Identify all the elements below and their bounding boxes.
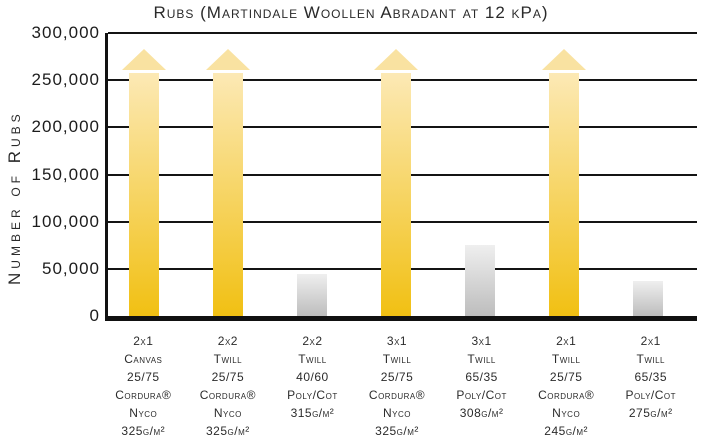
category-label-line: Cordura® xyxy=(199,388,256,402)
category-label-line: 315g/m² xyxy=(290,406,335,420)
category-label-line: 325g/m² xyxy=(205,424,250,438)
x-axis-category-labels: 2x1 Canvas 25/75 Cordura® Nyco 325g/m² 2x2 Twil… xyxy=(101,332,693,438)
category-label-line: Twill xyxy=(467,352,496,366)
category-label-line: Poly/Cot xyxy=(456,388,507,402)
bar-gray xyxy=(633,281,663,316)
category-label-line: 325g/m² xyxy=(375,424,419,438)
arrow-up-icon xyxy=(122,49,166,70)
category-label-line: 325g/m² xyxy=(121,424,166,438)
category-label-line: 25/75 xyxy=(549,370,583,384)
y-tick-label: 250,000 xyxy=(31,70,100,89)
category-label-line: Nyco xyxy=(552,406,581,420)
category-label-line: Twill xyxy=(551,352,581,366)
category-label-line: 2x1 xyxy=(556,334,577,348)
category-label-line: Twill xyxy=(636,352,666,366)
category-label-line: Twill xyxy=(382,352,412,366)
bar-gold-arrow xyxy=(129,73,159,316)
category-label-line: Twill xyxy=(298,352,327,366)
category-label-line: 308g/m² xyxy=(459,406,504,420)
category-label-line: Nyco xyxy=(383,406,412,420)
bar-gold-arrow xyxy=(213,73,243,316)
category-label-line: 275g/m² xyxy=(628,406,673,420)
category-label-line: 65/35 xyxy=(465,370,498,384)
category-label-line: 40/60 xyxy=(296,370,329,384)
category-label-line: Cordura® xyxy=(115,388,172,402)
y-tick-label: 0 xyxy=(89,306,100,325)
chart-title: Rubs (Martindale Woollen Abradant at 12 … xyxy=(153,3,549,22)
category-label: 2x1 Twill 25/75 Cordura® Nyco 245g/m² xyxy=(524,332,609,438)
arrow-up-icon xyxy=(374,49,418,70)
bar-gold-arrow xyxy=(549,73,579,316)
category-label-line: Canvas xyxy=(124,352,163,366)
category-label-line: Twill xyxy=(213,352,243,366)
category-label-line: Poly/Cot xyxy=(625,388,677,402)
y-tick-label: 300,000 xyxy=(31,23,100,42)
y-tick-label: 100,000 xyxy=(31,212,100,231)
category-label-line: 25/75 xyxy=(380,370,414,384)
category-label-line: Cordura® xyxy=(368,388,426,402)
category-label-line: 2x2 xyxy=(302,334,323,348)
category-label: 2x2 Twill 40/60 Poly/Cot 315g/m² xyxy=(270,332,355,438)
bar-gray xyxy=(297,274,327,316)
arrow-up-icon xyxy=(542,49,586,70)
category-label-line: Cordura® xyxy=(538,388,595,402)
category-label: 2x1 Canvas 25/75 Cordura® Nyco 325g/m² xyxy=(101,332,186,438)
y-tick-label: 150,000 xyxy=(31,165,100,184)
y-tick-label: 200,000 xyxy=(31,117,100,136)
category-label-line: 25/75 xyxy=(211,370,245,384)
category-label-line: 3x1 xyxy=(471,334,492,348)
bar-gold-arrow xyxy=(381,73,411,316)
category-label-line: 2x2 xyxy=(217,334,238,348)
category-label: 3x1 Twill 25/75 Cordura® Nyco 325g/m² xyxy=(355,332,440,438)
category-label-line: 2x1 xyxy=(640,334,661,348)
category-label-line: 3x1 xyxy=(386,334,408,348)
category-label: 2x2 Twill 25/75 Cordura® Nyco 325g/m² xyxy=(186,332,271,438)
category-label-line: 25/75 xyxy=(127,370,160,384)
category-label-line: 2x1 xyxy=(133,334,154,348)
category-label: 2x1 Twill 65/35 Poly/Cot 275g/m² xyxy=(608,332,693,438)
bar-gray xyxy=(465,245,495,316)
arrow-up-icon xyxy=(206,49,250,70)
y-axis-tick-labels: 300,000 250,000 200,000 150,000 100,000 50,00… xyxy=(0,23,100,325)
category-label-line: 245g/m² xyxy=(544,424,589,438)
category-label-line: Poly/Cot xyxy=(287,388,338,402)
category-label-line: 65/35 xyxy=(634,370,668,384)
gridline xyxy=(108,32,697,34)
y-tick-label: 50,000 xyxy=(42,259,100,278)
category-label-line: Nyco xyxy=(129,406,158,420)
category-label: 3x1 Twill 65/35 Poly/Cot 308g/m² xyxy=(439,332,524,438)
plot-area xyxy=(105,32,697,321)
category-label-line: Nyco xyxy=(213,406,242,420)
